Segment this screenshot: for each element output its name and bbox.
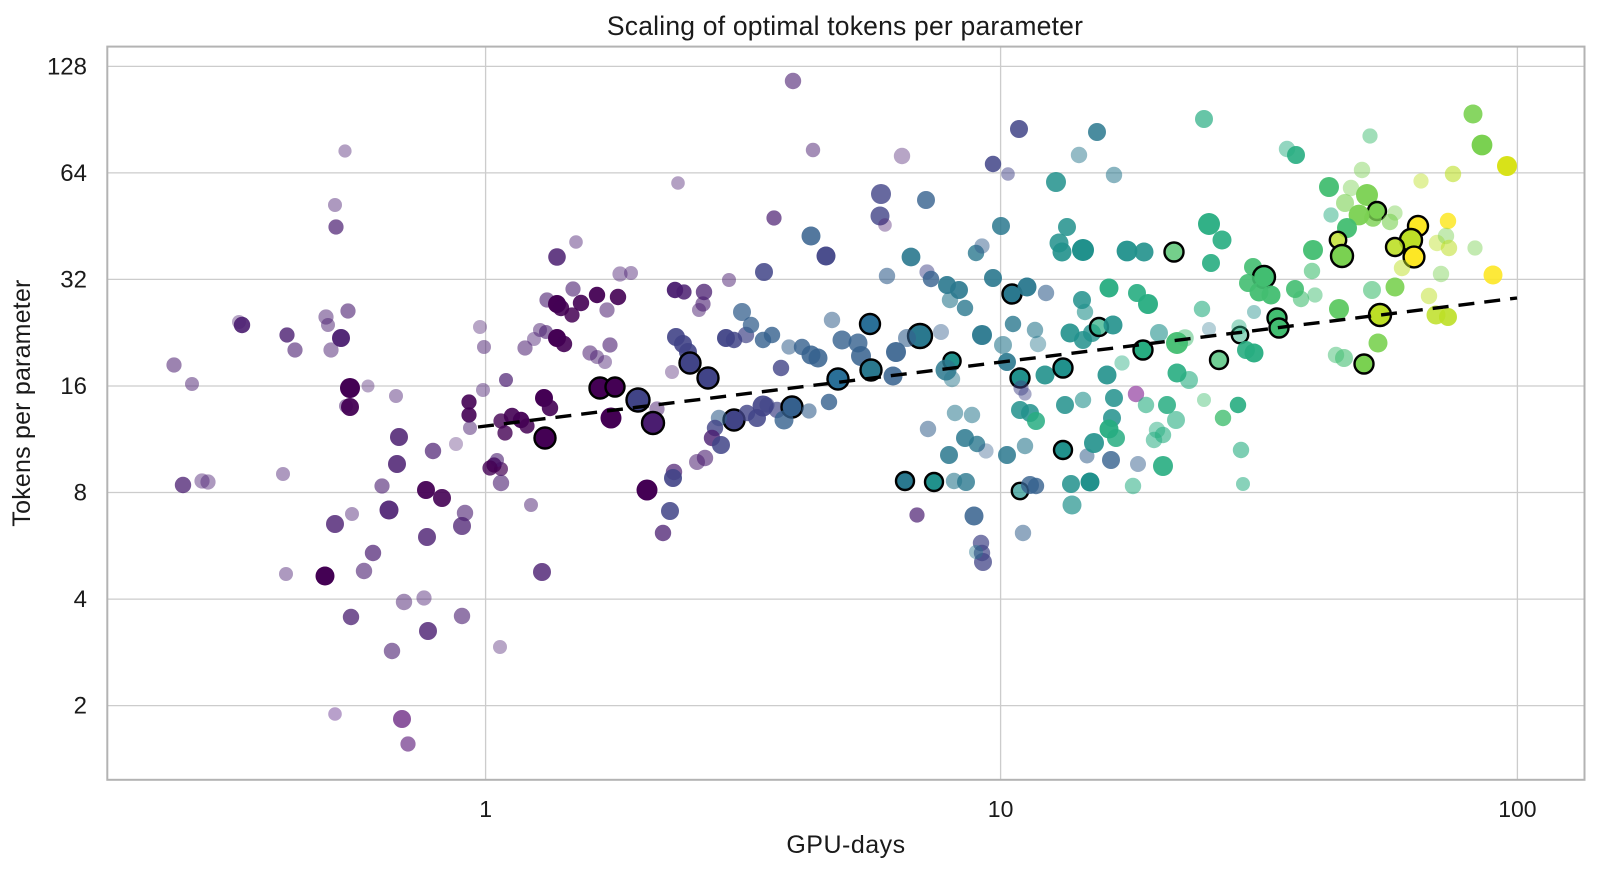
svg-text:32: 32: [60, 266, 87, 293]
svg-text:10: 10: [988, 796, 1014, 822]
svg-text:16: 16: [60, 373, 87, 400]
svg-text:100: 100: [1498, 796, 1536, 822]
svg-text:128: 128: [47, 53, 87, 80]
svg-text:Scaling of optimal tokens per: Scaling of optimal tokens per parameter: [607, 11, 1083, 41]
svg-text:1: 1: [479, 796, 492, 822]
svg-text:Tokens per parameter: Tokens per parameter: [8, 279, 36, 526]
svg-text:2: 2: [74, 693, 87, 720]
svg-text:GPU-days: GPU-days: [786, 831, 905, 859]
svg-text:4: 4: [74, 586, 87, 613]
svg-text:64: 64: [60, 160, 87, 187]
svg-text:8: 8: [74, 480, 87, 507]
